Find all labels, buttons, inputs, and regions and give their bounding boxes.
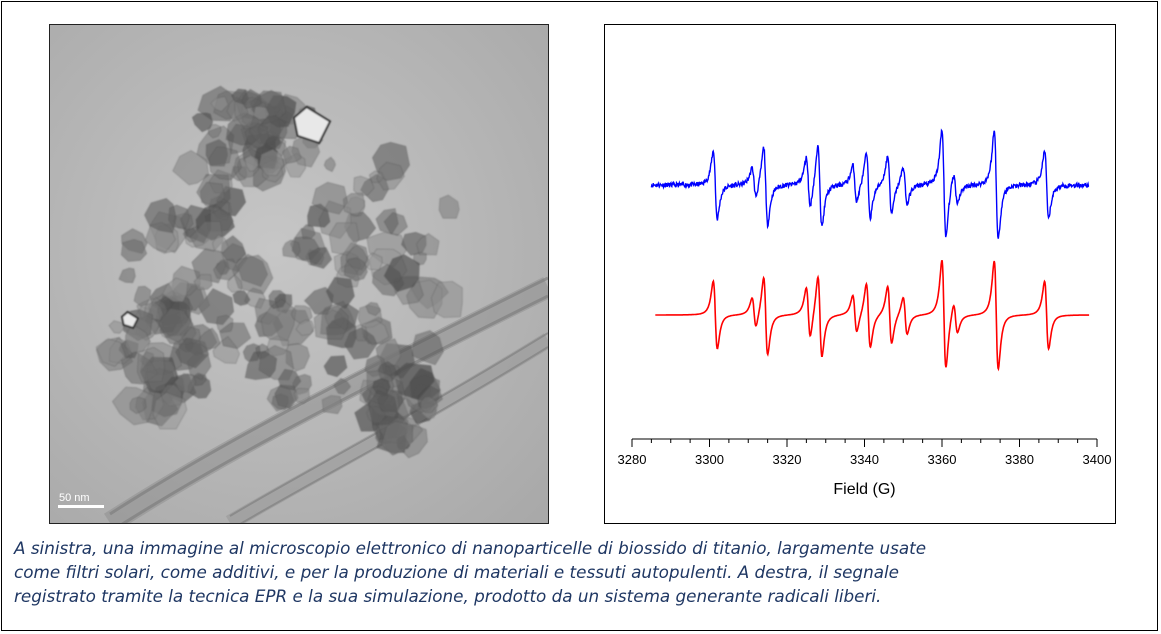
nanoparticle — [108, 320, 125, 334]
nanoparticle — [227, 274, 243, 293]
nanoparticle — [136, 346, 165, 383]
nanoparticle — [353, 175, 375, 196]
nanoparticle — [210, 96, 229, 113]
nanoparticle — [219, 322, 252, 350]
nanoparticle — [367, 389, 399, 426]
nanoparticle — [343, 257, 368, 282]
nanoparticle — [323, 156, 336, 173]
nanoparticle — [383, 212, 408, 236]
nanoparticle — [430, 280, 463, 318]
nanoparticle — [124, 326, 151, 354]
nanoparticle — [213, 258, 240, 281]
nanoparticle — [120, 239, 148, 262]
nanoparticle — [438, 194, 460, 219]
nanoparticle — [212, 234, 229, 253]
nanoparticle — [95, 338, 126, 367]
nanoparticle — [172, 150, 210, 186]
epr-chart: 3280 3300 3320 3340 3360 3380 3400 Field (G) — [604, 24, 1116, 524]
nanoparticle — [416, 233, 440, 256]
nanoparticle — [260, 298, 297, 342]
nanoparticle — [293, 387, 310, 404]
x-axis-label: Field (G) — [833, 481, 895, 498]
nanoparticle — [174, 373, 197, 394]
x-tick-label: 3380 — [1005, 452, 1034, 467]
nanoparticle — [152, 391, 188, 430]
nanoparticle — [258, 148, 285, 177]
nanoparticle — [380, 420, 413, 456]
nanoparticle — [253, 106, 270, 121]
nanoparticle — [207, 123, 222, 139]
nanoparticle — [144, 197, 177, 234]
nanoparticle — [268, 290, 287, 310]
nanoparticle — [158, 307, 194, 343]
nanoparticle — [193, 274, 213, 291]
nanoparticle — [232, 290, 251, 306]
nanoparticle — [282, 239, 301, 259]
x-tick-label: 3280 — [618, 452, 647, 467]
nanoparticle — [383, 254, 420, 293]
figure-caption: A sinistra, una immagine al microscopio … — [14, 536, 1144, 608]
nanoparticle — [282, 145, 302, 164]
nanoparticle-cluster — [95, 85, 463, 459]
scale-bar-label: 50 nm — [59, 492, 90, 504]
nanoparticle — [365, 301, 381, 317]
nanoparticle — [129, 396, 147, 414]
nanoparticle — [301, 224, 316, 240]
nanoparticle — [292, 105, 332, 145]
nanoparticle — [313, 305, 349, 340]
nanoparticle — [277, 368, 302, 391]
nanoparticle — [244, 123, 269, 149]
nanoparticle — [333, 377, 352, 395]
x-axis-ticks: 3280 3300 3320 3340 3360 3380 3400 — [618, 439, 1112, 467]
epr-experimental-trace — [650, 128, 1090, 239]
x-tick-label: 3320 — [773, 452, 802, 467]
nanoparticle — [133, 285, 152, 307]
nanoparticle — [411, 330, 444, 366]
nanoparticle — [325, 276, 355, 309]
nanoparticle — [376, 161, 405, 191]
nanoparticle — [321, 395, 343, 415]
nanoparticle — [241, 88, 262, 110]
nanoparticle — [364, 252, 383, 271]
caption-line: registrato tramite la tecnica EPR e la s… — [14, 586, 882, 606]
nanoparticle — [120, 310, 140, 330]
nanoparticle — [208, 146, 243, 181]
caption-line: come filtri solari, come additivi, e per… — [14, 562, 899, 582]
x-tick-label: 3340 — [850, 452, 879, 467]
nanoparticle — [311, 181, 349, 215]
nanoparticle — [198, 327, 221, 350]
tem-micrograph: 50 nm — [49, 24, 549, 524]
nanoparticle — [308, 247, 333, 269]
nanoparticle — [328, 222, 360, 256]
nanoparticle — [420, 395, 439, 414]
nanoparticle — [323, 355, 348, 378]
nanoparticle — [244, 350, 278, 381]
epr-simulated-trace — [655, 260, 1090, 372]
scale-bar — [58, 505, 104, 508]
x-tick-label: 3400 — [1083, 452, 1112, 467]
nanoparticle — [118, 267, 136, 284]
nanoparticle — [161, 277, 189, 303]
x-tick-label: 3300 — [695, 452, 724, 467]
nanoparticle — [344, 327, 378, 360]
x-tick-label: 3360 — [928, 452, 957, 467]
nanoparticle — [244, 154, 259, 172]
caption-line: A sinistra, una immagine al microscopio … — [14, 538, 927, 558]
nanoparticle — [295, 319, 315, 336]
